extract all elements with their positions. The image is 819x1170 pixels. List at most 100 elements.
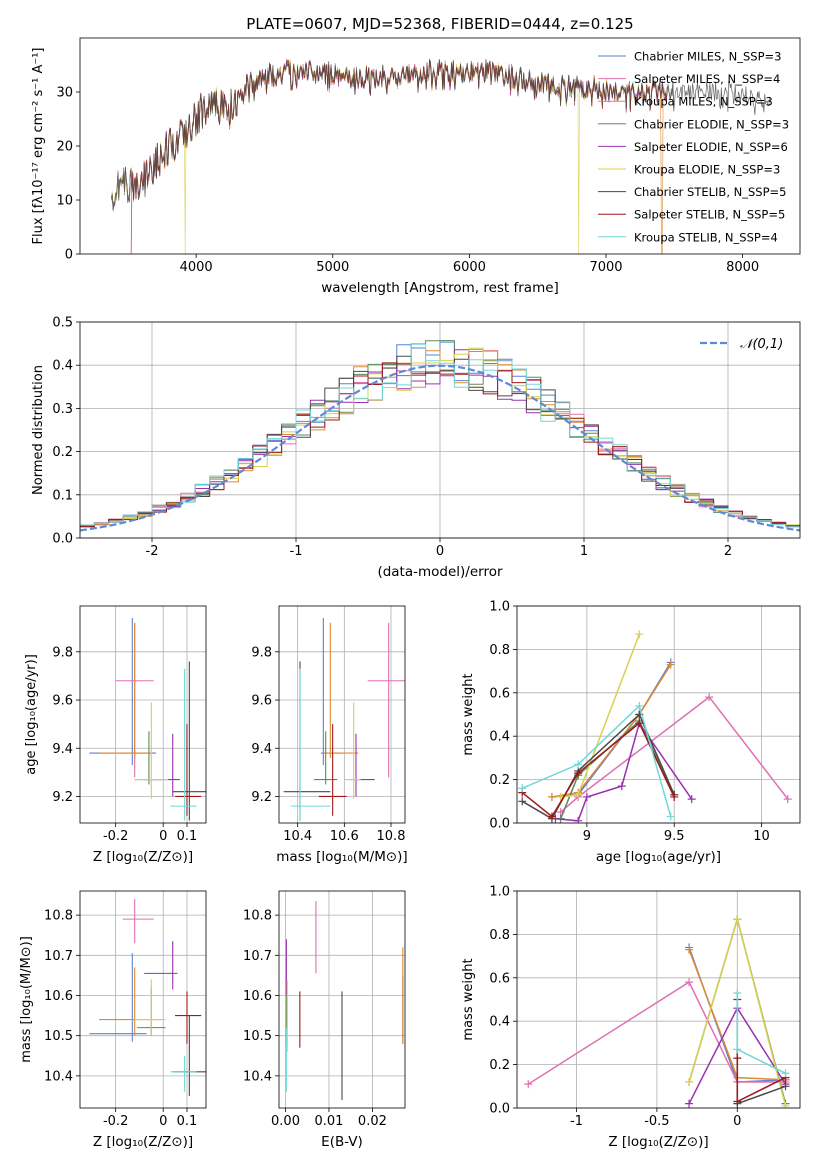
age-weight-series-marker [574, 816, 583, 823]
mass-age-errorbar-point [367, 622, 405, 778]
ebv-mass-ytick-label: 10.8 [243, 909, 272, 924]
spectrum-legend-entry: Kroupa MILES, N_SSP=3 [634, 95, 773, 109]
ebv-mass-ytick-label: 10.7 [243, 949, 272, 964]
spectrum-legend-entry: Salpeter STELIB, N_SSP=5 [634, 208, 785, 222]
spectrum-legend-entry: Chabrier MILES, N_SSP=3 [634, 50, 781, 64]
z-weight-xlabel: Z [log₁₀(Z/Z⊙)] [608, 1134, 708, 1150]
spectrum-xtick-label: 5000 [316, 260, 349, 275]
z-mass-ytick-label: 10.5 [44, 1029, 73, 1044]
age-weight-series-marker [547, 792, 556, 801]
z-mass-ytick-label: 10.4 [44, 1069, 73, 1084]
z-age-errorbar-point [170, 668, 197, 821]
ebv-mass-xtick-label: 0.02 [358, 1114, 387, 1129]
figure-title: PLATE=0607, MJD=52368, FIBERID=0444, z=0… [246, 15, 633, 33]
age-weight-xtick-label: 9 [583, 829, 591, 844]
z-mass-xlabel: Z [log₁₀(Z/Z⊙)] [93, 1134, 193, 1150]
residual-histogram-9 [80, 343, 800, 528]
z-mass-ytick-label: 10.7 [44, 949, 73, 964]
age-weight-xtick-label: 9.5 [664, 829, 685, 844]
residuals-ytick-label: 0.4 [52, 359, 73, 374]
age-weight-series-marker [574, 760, 583, 769]
spectrum-xtick-label: 6000 [453, 260, 486, 275]
z-weight-ylabel: mass weight [461, 958, 476, 1040]
z-mass-frame [79, 890, 207, 1109]
spectrum-ylabel: Flux [fλ10⁻¹⁷ erg cm⁻² s⁻¹ A⁻¹] [31, 48, 46, 245]
age-weight-series-marker [617, 782, 626, 791]
z-weight-xtick-label: -1 [570, 1114, 583, 1129]
mass-age-xtick-label: 10.8 [377, 829, 406, 844]
mass-age-errorbar-point [318, 724, 347, 816]
z-weight-ytick-label: 1.0 [489, 885, 510, 900]
residuals-xtick-label: -2 [146, 544, 159, 559]
ebv-mass-xtick-label: 0.00 [271, 1114, 300, 1129]
z-weight-xtick-label: -0.5 [644, 1114, 669, 1129]
age-weight-series-marker [635, 719, 644, 728]
z-mass-errorbar-point [144, 941, 178, 990]
mass-age-xlabel: mass [log₁₀(M/M⊙)] [276, 849, 407, 865]
z-age-ytick-label: 9.4 [52, 742, 73, 757]
age-weight-xtick-label: 10 [753, 829, 770, 844]
z-mass-xtick-label: 0 [159, 1114, 167, 1129]
age-weight-ylabel: mass weight [461, 673, 476, 755]
z-weight-series-marker [733, 988, 742, 997]
z-weight-series-marker [781, 1082, 790, 1091]
z-mass-ytick-label: 10.8 [44, 909, 73, 924]
spectrum-ytick-label: 0 [65, 248, 73, 263]
z-weight-series-marker [733, 1054, 742, 1063]
ebv-mass-frame [278, 890, 406, 1109]
z-weight-series-marker [685, 978, 694, 987]
spectrum-series-7 [111, 60, 771, 211]
z-weight-frame [516, 890, 801, 1109]
age-weight-series-line [521, 704, 672, 817]
age-weight-series-marker [574, 769, 583, 778]
spectrum-legend-entry: Chabrier STELIB, N_SSP=5 [634, 185, 786, 199]
z-age-ylabel: age [log₁₀(age/yr)] [24, 654, 39, 775]
residuals-legend: 𝒩(0,1) [700, 337, 783, 352]
z-age-errorbar-point [99, 622, 152, 758]
spectrum-legend-entry: Kroupa ELODIE, N_SSP=3 [634, 163, 780, 177]
mass-age-ytick-label: 9.4 [251, 742, 272, 757]
normal-reference-curve [80, 364, 800, 532]
mass-age-xtick-label: 10.6 [330, 829, 359, 844]
ebv-mass-ytick-label: 10.5 [243, 1029, 272, 1044]
spectrum-ytick-label: 20 [56, 140, 73, 155]
age-weight-series-line [560, 696, 789, 813]
spectrum-xtick-label: 4000 [180, 260, 213, 275]
z-weight-series-marker [685, 945, 694, 954]
mass-age-ytick-label: 9.8 [251, 645, 272, 660]
age-weight-series-marker [582, 792, 591, 801]
z-mass-xtick-label: -0.2 [103, 1114, 128, 1129]
spectrum-xtick-label: 8000 [726, 260, 759, 275]
spectrum-axes: 4000 5000 6000 7000 8000 0 10 20 30 wavelength [A… [31, 37, 801, 296]
residuals-frame [79, 321, 801, 539]
mass-age-errorbar-point [314, 731, 338, 785]
z-age-errorbar-point [175, 724, 202, 816]
age-weight-ytick-label: 0.6 [489, 686, 510, 701]
z-age-ytick-label: 9.8 [52, 645, 73, 660]
z-mass-errorbar-point [175, 991, 202, 1044]
z-age-xtick-label: -0.2 [103, 829, 128, 844]
age-weight-series-marker [783, 795, 792, 804]
residuals-ytick-label: 0.2 [52, 445, 73, 460]
z-weight-series-line [527, 981, 786, 1085]
z-weight-ytick-label: 0.2 [489, 1058, 510, 1073]
spectrum-ytick-label: 30 [56, 86, 73, 101]
ebv-mass-plot-area [285, 901, 404, 1100]
z-mass-xtick-label: 0.1 [177, 1114, 198, 1129]
z-mass-plot-area [89, 899, 206, 1096]
spectrum-legend-entry: Salpeter ELODIE, N_SSP=6 [634, 140, 788, 154]
z-weight-series-marker [733, 1045, 742, 1054]
ebv-mass-axes: 0.00 0.01 0.02 10.4 10.5 10.6 10.7 10.8 E(B-V) [243, 890, 406, 1150]
mass-age-ytick-label: 9.2 [251, 790, 272, 805]
z-mass-ylabel: mass [log₁₀(M/M⊙)] [19, 936, 34, 1063]
z-age-ytick-label: 9.2 [52, 790, 73, 805]
age-weight-ytick-label: 1.0 [489, 600, 510, 615]
z-age-xtick-label: 0.1 [177, 829, 198, 844]
residuals-xtick-label: -1 [290, 544, 303, 559]
spectrum-frame [79, 37, 801, 255]
z-weight-series-marker [733, 1097, 742, 1106]
spectrum-legend-entry: Salpeter MILES, N_SSP=4 [634, 72, 780, 86]
age-weight-series-marker [666, 812, 675, 821]
mass-age-errorbar-point [344, 702, 361, 799]
residuals-xtick-label: 2 [724, 544, 732, 559]
